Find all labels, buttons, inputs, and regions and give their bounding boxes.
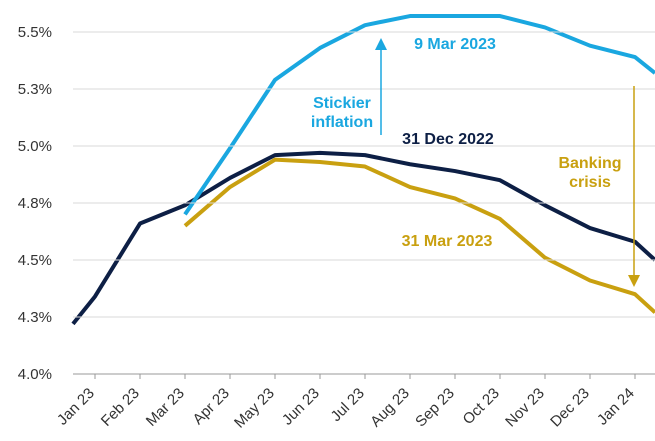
x-tick-label: Aug 23: [367, 385, 413, 431]
y-tick-label: 4.5%: [18, 252, 52, 269]
annotation: inflation: [311, 114, 373, 131]
x-tick-label: Dec 23: [547, 385, 593, 431]
series-label: 31 Mar 2023: [402, 233, 493, 250]
x-tick-label: Nov 23: [502, 385, 548, 431]
series-label: 31 Dec 2022: [402, 131, 494, 148]
y-tick-label: 4.3%: [18, 309, 52, 326]
y-tick-label: 5.0%: [18, 138, 52, 155]
x-tick-label: Apr 23: [190, 385, 233, 428]
x-tick-label: Jun 23: [279, 385, 323, 429]
x-tick-label: Jul 23: [328, 385, 368, 425]
y-tick-label: 5.3%: [18, 81, 52, 98]
y-tick-label: 4.8%: [18, 195, 52, 212]
series-line: [71, 150, 655, 326]
series-line: [183, 157, 655, 314]
x-tick-label: Oct 23: [460, 385, 503, 428]
x-tick-label: Jan 24: [594, 385, 638, 429]
annotation: Stickier: [313, 95, 371, 112]
x-tick-label: Jan 23: [54, 385, 98, 429]
x-tick-label: May 23: [231, 385, 278, 432]
y-tick-label: 4.0%: [18, 366, 52, 383]
x-tick-label: Feb 23: [98, 385, 143, 430]
y-tick-label: 5.5%: [18, 24, 52, 41]
annotation: Banking: [558, 155, 621, 172]
x-tick-label: Sep 23: [412, 385, 458, 431]
series-line: [183, 14, 655, 216]
x-tick-label: Mar 23: [143, 385, 188, 430]
series-label: 9 Mar 2023: [414, 36, 496, 53]
annotation: crisis: [569, 174, 611, 191]
